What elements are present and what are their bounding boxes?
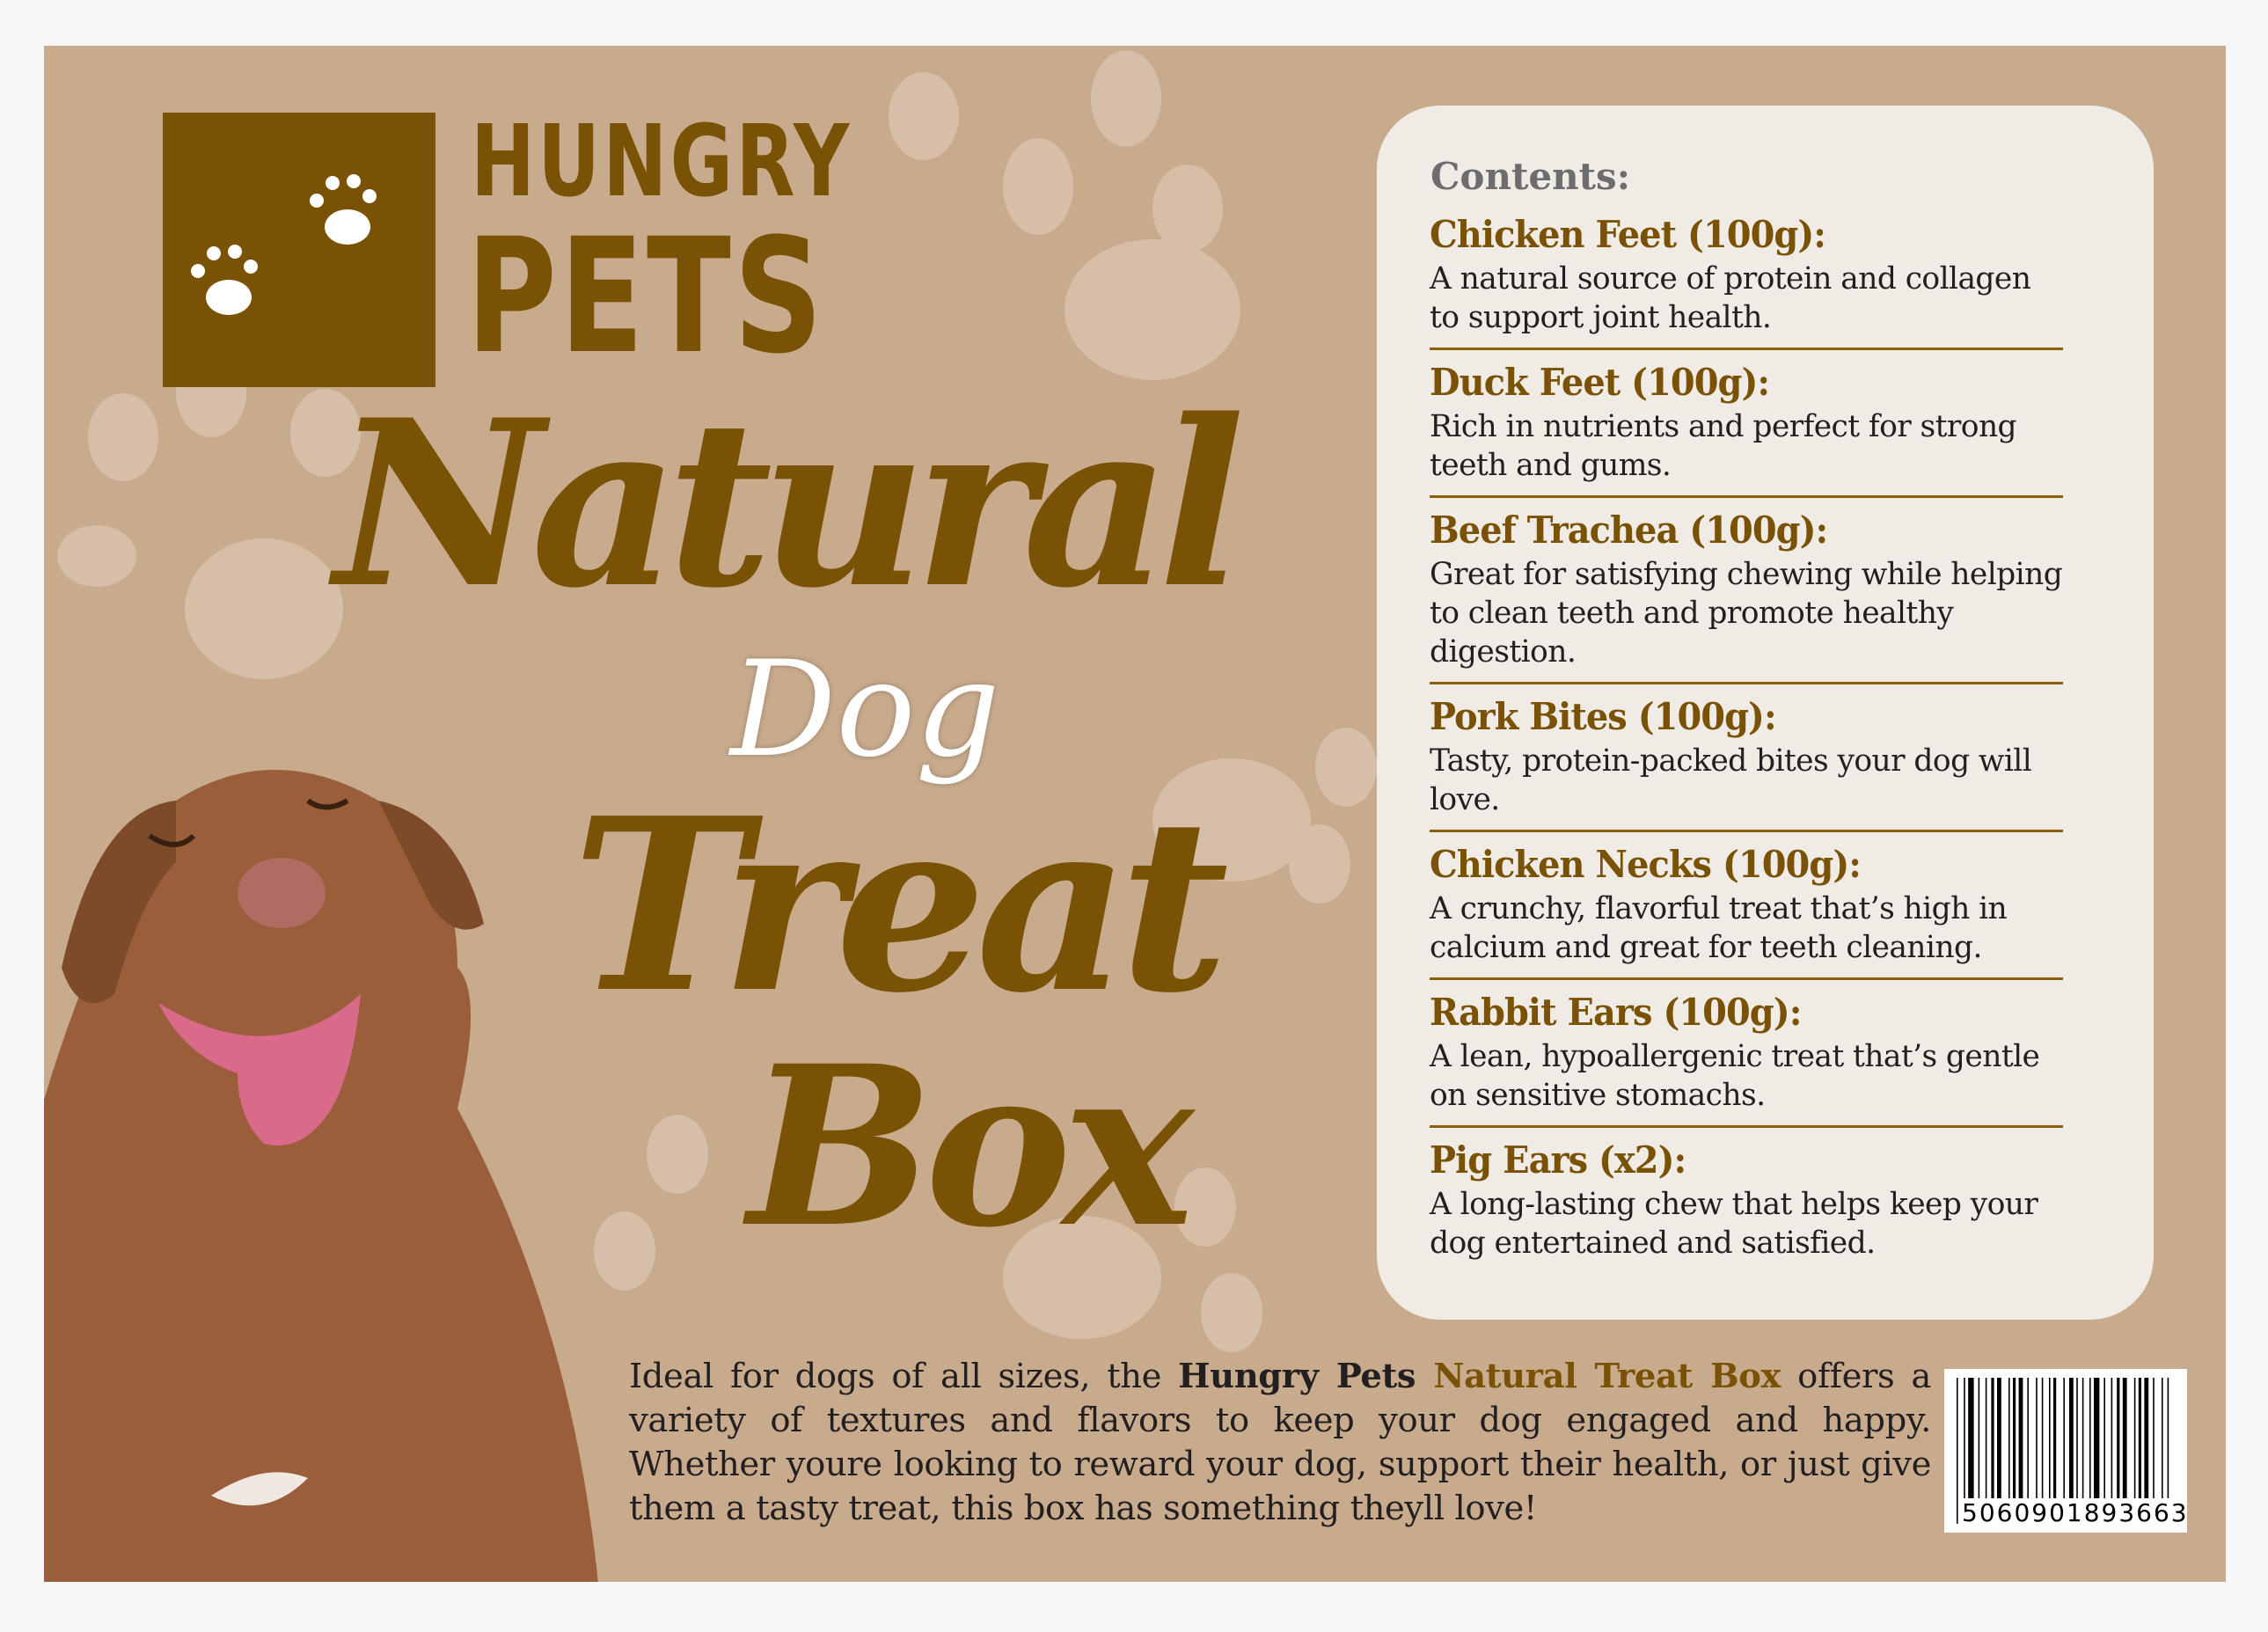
contents-item: Chicken Feet (100g): A natural source of … <box>1430 209 2063 350</box>
barcode-bar <box>1968 1378 1974 1524</box>
item-name: Beef Trachea (100g): <box>1430 509 1828 552</box>
barcode-bar <box>2076 1378 2078 1524</box>
barcode-number: 5060901893663 <box>1962 1498 2189 1527</box>
barcode-bar <box>2133 1378 2136 1524</box>
barcode-bar <box>2069 1378 2074 1524</box>
item-name: Chicken Necks (100g): <box>1430 843 1862 886</box>
item-name: Chicken Feet (100g): <box>1430 213 1826 256</box>
item-description: A lean, hypoallergenic treat that’s gent… <box>1430 1039 2040 1113</box>
barcode-bar <box>1957 1378 1958 1524</box>
barcode-bar <box>2122 1378 2127 1524</box>
logo-mark <box>163 113 435 387</box>
barcode-bar <box>1964 1378 1965 1524</box>
barcode-bar <box>2153 1378 2155 1524</box>
blurb-suffix: offers a variety of textures and flavors… <box>629 1357 1931 1528</box>
barcode-bar <box>1991 1378 1994 1524</box>
barcode-bar <box>2049 1378 2051 1524</box>
item-name: Pork Bites (100g): <box>1430 695 1777 738</box>
barcode-bar <box>2162 1378 2163 1524</box>
dog-photo <box>44 770 598 1582</box>
contents-item: Duck Feet (100g): Rich in nutrients and p… <box>1430 357 2063 498</box>
item-description: Tasty, protein-packed bites your dog wil… <box>1430 743 2032 817</box>
contents-heading: Contents: <box>1430 155 1631 198</box>
contents-item: Pig Ears (x2): A long-lasting chew that h… <box>1430 1135 2063 1273</box>
item-description: Rich in nutrients and perfect for strong… <box>1430 409 2017 483</box>
barcode-bar <box>2053 1378 2057 1524</box>
barcode-bar <box>2103 1378 2105 1524</box>
contents-panel: Contents: Chicken Feet (100g): A natural … <box>1377 106 2154 1320</box>
barcode-bar <box>2018 1378 2023 1524</box>
blurb-brand: Hungry Pets <box>1178 1357 1416 1396</box>
barcode-icon <box>1957 1378 2169 1524</box>
item-description: A natural source of protein and collagen… <box>1430 261 2031 335</box>
contents-item: Rabbit Ears (100g): A lean, hypoallergeni… <box>1430 987 2063 1128</box>
item-name: Duck Feet (100g): <box>1430 361 1770 404</box>
item-name: Pig Ears (x2): <box>1430 1138 1686 1182</box>
brand-line-1: HUNGRY <box>471 105 852 219</box>
blurb-product: Natural Treat Box <box>1416 1357 1781 1396</box>
title-treat: Treat <box>572 765 1229 1045</box>
barcode: 5060901893663 <box>1944 1369 2187 1533</box>
paw-print-icon <box>191 174 377 315</box>
title-box: Box <box>748 1017 1194 1276</box>
barcode-bar <box>1997 1378 2001 1524</box>
barcode-bar <box>2036 1378 2038 1524</box>
barcode-bar <box>2144 1378 2149 1524</box>
item-description: A crunchy, flavorful treat that’s high i… <box>1430 891 2008 965</box>
barcode-bar <box>2094 1378 2100 1524</box>
barcode-bar <box>2041 1378 2044 1524</box>
barcode-bar <box>2111 1378 2113 1524</box>
contents-item: Beef Trachea (100g): Great for satisfying… <box>1430 505 2063 684</box>
barcode-bar <box>2063 1378 2065 1524</box>
barcode-bar <box>1978 1378 1980 1524</box>
blurb-prefix: Ideal for dogs of all sizes, the <box>629 1357 1179 1396</box>
barcode-bar <box>2117 1378 2120 1524</box>
title-dog: Dog <box>730 633 1000 787</box>
barcode-bar <box>2138 1378 2141 1524</box>
barcode-bar <box>2027 1378 2029 1524</box>
barcode-bar <box>2013 1378 2016 1524</box>
contents-item: Pork Bites (100g): Tasty, protein-packed … <box>1430 692 2063 832</box>
title-natural: Natural <box>334 370 1245 639</box>
item-description: Great for satisfying chewing while helpi… <box>1430 557 2063 670</box>
barcode-bar <box>2089 1378 2091 1524</box>
product-label: HUNGRY PETS Natural Dog Treat Box Conten… <box>44 46 2226 1582</box>
description-paragraph: Ideal for dogs of all sizes, the Hungry … <box>629 1355 1931 1531</box>
contents-item: Chicken Necks (100g): A crunchy, flavorfu… <box>1430 839 2063 980</box>
barcode-bar <box>1985 1378 1987 1524</box>
barcode-bar <box>2167 1378 2169 1524</box>
contents-list: Chicken Feet (100g): A natural source of … <box>1430 209 2063 1280</box>
barcode-bar <box>2008 1378 2010 1524</box>
brand-line-2: PETS <box>466 205 826 389</box>
item-name: Rabbit Ears (100g): <box>1430 991 1802 1034</box>
item-description: A long-lasting chew that helps keep your… <box>1430 1187 2038 1261</box>
barcode-bar <box>2081 1378 2084 1524</box>
